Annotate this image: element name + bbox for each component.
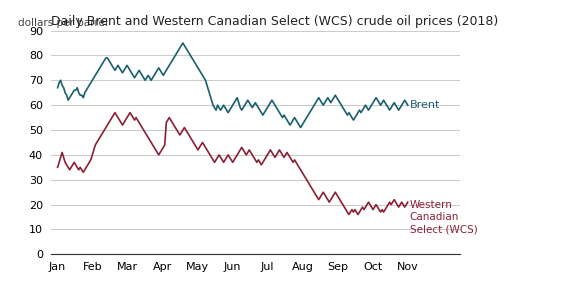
Text: Western
Canadian
Select (WCS): Western Canadian Select (WCS) xyxy=(409,200,477,234)
Text: Daily Brent and Western Canadian Select (WCS) crude oil prices (2018): Daily Brent and Western Canadian Select … xyxy=(51,15,498,28)
Text: dollars per barrel: dollars per barrel xyxy=(18,18,108,28)
Text: Brent: Brent xyxy=(409,100,440,110)
